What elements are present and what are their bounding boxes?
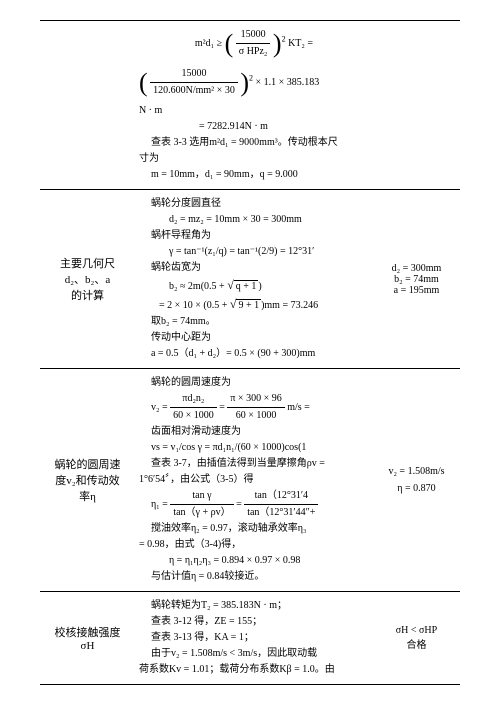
- r4-r1: σH < σHP: [377, 625, 456, 636]
- r2-t5: 蜗轮齿宽为: [139, 260, 369, 276]
- r1-p2: × 1.1 × 385.183: [256, 77, 320, 88]
- r2-t6a: b₂ ≈ 2m(0.5 +: [169, 281, 227, 292]
- r3-l1: 蜗轮的圆周速: [44, 456, 131, 472]
- r1-t1: 查表 3-3 选用m²d₁ = 9000mm³。传动根本尺: [139, 135, 369, 151]
- r1-fd1: σ HPz₂: [236, 44, 271, 60]
- r4-r2: 合格: [377, 636, 456, 651]
- r3-n1fd: tan（γ + ρv）: [170, 505, 233, 521]
- r2-sqrt2: 9 + 1: [236, 299, 261, 311]
- r3-t2: 齿面相对滑动速度为: [139, 424, 369, 440]
- r2-l3: 的计算: [44, 287, 131, 303]
- r3-vf1n: πd₂n₂: [170, 391, 217, 408]
- r3-right: v₂ = 1.508m/s η = 0.870: [373, 369, 460, 592]
- r2-sqrt1: q + 1: [234, 280, 259, 292]
- r3-n2fn: tan（12°31′4: [244, 488, 318, 505]
- r3-t8: η = η₁η₂η₃ = 0.894 × 0.97 × 0.98: [139, 553, 369, 569]
- r3-n1p: η₁ =: [151, 499, 170, 510]
- r2-right: d₂ = 300mm b₂ = 74mm a = 195mm: [373, 190, 460, 369]
- r2-left: 主要几何尺 d₂、b₂、a 的计算: [40, 190, 135, 369]
- r2-mid: 蜗轮分度圆直径 d₂ = mz₂ = 10mm × 30 = 300mm 蜗杆导…: [135, 190, 373, 369]
- r2-t7a: = 2 × 10 × (0.5 +: [159, 300, 230, 311]
- r3-t9: 与估计值η = 0.84较接近。: [139, 569, 369, 585]
- r2-r3: a = 195mm: [377, 285, 456, 296]
- r1-right: [373, 21, 460, 190]
- r3-n2fd: tan（12°31′44″+: [244, 505, 318, 521]
- r4-t1: 蜗轮转矩为T₂ = 385.183N · m；: [139, 598, 369, 614]
- r3-t3: vs = v₁/cos γ = πd₁n₁/(60 × 1000)cos(1: [139, 440, 369, 456]
- r4-mid: 蜗轮转矩为T₂ = 385.183N · m； 查表 3-12 得，ZE = 1…: [135, 592, 373, 685]
- r2-t1: 蜗轮分度圆直径: [139, 196, 369, 212]
- r2-t4: γ = tan⁻¹(z₁/q) = tan⁻¹(2/9) = 12°31′: [139, 244, 369, 260]
- r3-left: 蜗轮的圆周速 度v₂和传动效 率η: [40, 369, 135, 592]
- r3-mid: 蜗轮的圆周速度为 v₂ = πd₂n₂60 × 1000 = π × 300 ×…: [135, 369, 373, 592]
- r2-t9: 传动中心距为: [139, 330, 369, 346]
- r1-post: KT₂ =: [288, 38, 313, 49]
- r2-l1: 主要几何尺: [44, 255, 131, 271]
- r2-t8: 取b₂ = 74mm。: [139, 314, 369, 330]
- r3-t5: 1°6′54〞，由公式（3-5）得: [139, 472, 369, 488]
- r3-l3: 率η: [44, 488, 131, 504]
- r2-t3: 蜗杆导程角为: [139, 228, 369, 244]
- calc-table: m²d₁ ≥ ( 15000σ HPz₂ )2 KT₂ = ( 15000120…: [40, 20, 460, 685]
- r4-left: 校核接触强度 σH: [40, 592, 135, 685]
- r3-vf1d: 60 × 1000: [170, 408, 217, 424]
- r4-t2: 查表 3-12 得，ZE = 155；: [139, 614, 369, 630]
- r3-l2: 度v₂和传动效: [44, 472, 131, 488]
- r4-t3: 查表 3-13 得，KA = 1；: [139, 630, 369, 646]
- r1-mid: m²d₁ ≥ ( 15000σ HPz₂ )2 KT₂ = ( 15000120…: [135, 21, 373, 190]
- r2-l2: d₂、b₂、a: [44, 271, 131, 287]
- r3-r2: η = 0.870: [377, 483, 456, 494]
- r1-res: = 7282.914N · m: [139, 119, 369, 135]
- r1-t3: m = 10mm，d₁ = 90mm，q = 9.000: [139, 167, 369, 183]
- r2-r2: b₂ = 74mm: [377, 274, 456, 285]
- r1-fd2: 120.600N/mm² × 30: [150, 83, 238, 99]
- r1-pre: m²d₁ ≥: [195, 38, 225, 49]
- r1-fn1: 15000: [236, 27, 271, 44]
- r3-vf2n: π × 300 × 96: [227, 391, 284, 408]
- r3-n1fn: tan γ: [170, 488, 233, 505]
- r4-l1: 校核接触强度: [44, 624, 131, 640]
- r3-v2p: v₂ =: [151, 402, 170, 413]
- r1-t2: 寸为: [139, 151, 369, 167]
- r4-l2: σH: [44, 640, 131, 652]
- r1-unit: N · m: [139, 103, 369, 119]
- r4-t4: 由于v₂ = 1.508m/s < 3m/s，因此取动载: [139, 646, 369, 662]
- r3-v2po: m/s =: [287, 402, 310, 413]
- r2-r1: d₂ = 300mm: [377, 263, 456, 274]
- r2-t10: a = 0.5（d₁ + d₂）= 0.5 × (90 + 300)mm: [139, 346, 369, 362]
- r3-vf2d: 60 × 1000: [227, 408, 284, 424]
- r4-right: σH < σHP 合格: [373, 592, 460, 685]
- r3-t1: 蜗轮的圆周速度为: [139, 375, 369, 391]
- r3-t6: 搅油效率η₂ = 0.97，滚动轴承效率η₃: [139, 521, 369, 537]
- r3-t4: 查表 3-7，由插值法得到当量摩擦角ρv =: [139, 456, 369, 472]
- r3-n1e: =: [236, 499, 244, 510]
- r3-v2e: =: [219, 402, 227, 413]
- r2-t2: d₂ = mz₂ = 10mm × 30 = 300mm: [139, 212, 369, 228]
- r4-t5: 荷系数Kv = 1.01；载荷分布系数Kβ = 1.0。由: [139, 662, 369, 678]
- r3-r1: v₂ = 1.508m/s: [377, 466, 456, 477]
- r3-t7: = 0.98，由式（3-4)得，: [139, 537, 369, 553]
- r1-fn2: 15000: [150, 66, 238, 83]
- r1-left: [40, 21, 135, 190]
